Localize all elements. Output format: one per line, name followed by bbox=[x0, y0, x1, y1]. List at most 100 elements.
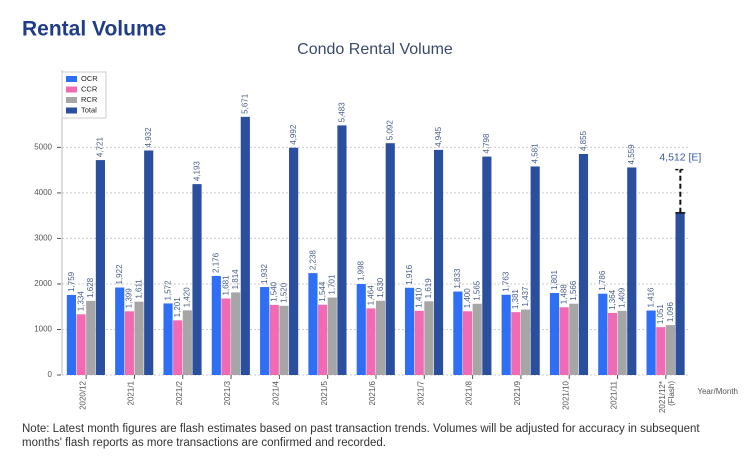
value-label: 5,092 bbox=[386, 120, 395, 141]
value-label: 1,801 bbox=[550, 269, 559, 290]
bar bbox=[163, 303, 173, 375]
value-label: 1,410 bbox=[415, 287, 424, 308]
value-label: 1,786 bbox=[598, 270, 607, 291]
bar bbox=[424, 301, 434, 375]
value-label: 1,520 bbox=[279, 282, 288, 303]
value-label: 1,916 bbox=[405, 264, 414, 285]
note: Note: Latest month figures are flash est… bbox=[22, 423, 700, 449]
value-label: 4,193 bbox=[192, 161, 201, 182]
legend-label: OCR bbox=[81, 74, 98, 83]
value-label: 2,238 bbox=[308, 250, 317, 271]
bar bbox=[308, 273, 318, 375]
x-tick-label: 2021/3 bbox=[223, 380, 232, 405]
bar bbox=[279, 305, 289, 375]
value-label: 1,628 bbox=[86, 277, 95, 298]
y-tick-label: 0 bbox=[48, 370, 53, 379]
bar bbox=[318, 304, 328, 375]
x-tick-label: 2021/7 bbox=[416, 380, 425, 405]
value-label: 1,566 bbox=[569, 280, 578, 301]
value-label: 1,488 bbox=[560, 284, 569, 305]
bar bbox=[95, 160, 105, 375]
value-label: 1,381 bbox=[511, 289, 520, 310]
bar bbox=[665, 325, 676, 375]
bar bbox=[269, 304, 279, 375]
x-tick-label: 2020/12 bbox=[78, 380, 87, 409]
y-tick-label: 5000 bbox=[34, 142, 52, 151]
x-tick-label: 2021/8 bbox=[465, 380, 474, 405]
legend-label: CCR bbox=[81, 84, 98, 93]
bar bbox=[134, 301, 144, 375]
x-tick-label: 2021/6 bbox=[368, 380, 377, 405]
bar bbox=[192, 184, 202, 375]
bar bbox=[578, 153, 589, 375]
value-label: 1,540 bbox=[270, 281, 279, 302]
bar bbox=[511, 312, 521, 375]
x-tick-label: 2021/4 bbox=[271, 380, 280, 405]
bar bbox=[530, 166, 540, 375]
value-label: 1,611 bbox=[134, 279, 143, 299]
bar bbox=[240, 116, 250, 376]
x-tick-label: 2021/2 bbox=[175, 380, 184, 405]
value-label: 1,619 bbox=[424, 278, 433, 299]
bar bbox=[173, 320, 183, 375]
value-label: 1,334 bbox=[76, 291, 85, 312]
value-label: 1,201 bbox=[173, 297, 182, 318]
bar bbox=[356, 284, 366, 375]
value-label: 1,416 bbox=[646, 287, 655, 308]
legend-label: Total bbox=[81, 105, 97, 114]
value-label: 1,051 bbox=[656, 304, 665, 325]
bar bbox=[66, 294, 76, 375]
value-label: 4,721 bbox=[96, 137, 105, 158]
bar bbox=[549, 293, 560, 375]
bar bbox=[404, 287, 415, 375]
value-label: 1,544 bbox=[318, 281, 327, 302]
x-tick-label: 2021/10 bbox=[561, 380, 570, 409]
value-label: 1,464 bbox=[366, 285, 375, 306]
value-label: 4,581 bbox=[531, 143, 540, 164]
bar bbox=[260, 287, 270, 375]
y-tick-label: 4000 bbox=[34, 188, 52, 197]
bar bbox=[482, 156, 492, 375]
bar bbox=[675, 212, 685, 375]
x-tick-label: 2021/11 bbox=[610, 380, 619, 409]
bar bbox=[221, 298, 231, 375]
value-label: 1,630 bbox=[376, 277, 385, 298]
value-label: 5,483 bbox=[337, 102, 346, 123]
bar bbox=[231, 292, 241, 375]
bar bbox=[520, 309, 531, 375]
legend-swatch bbox=[66, 97, 77, 103]
bar bbox=[327, 297, 337, 375]
note-box: Note: Latest month figures are flash est… bbox=[22, 423, 700, 449]
bar bbox=[472, 303, 482, 375]
bar bbox=[76, 314, 86, 375]
y-tick-label: 2000 bbox=[34, 279, 52, 288]
legend-swatch bbox=[66, 107, 77, 114]
value-label: 4,798 bbox=[482, 133, 491, 154]
bar bbox=[462, 311, 473, 375]
value-label: 1,833 bbox=[453, 268, 462, 289]
bar bbox=[211, 275, 221, 375]
bar bbox=[124, 311, 134, 375]
value-label: 1,572 bbox=[163, 280, 172, 301]
value-label: 1,399 bbox=[125, 288, 134, 309]
value-label: 1,437 bbox=[521, 286, 530, 307]
bar bbox=[289, 147, 299, 375]
page-title: Rental Volume bbox=[22, 18, 166, 41]
bar bbox=[385, 143, 395, 375]
estimate-label: 4,512 [E] bbox=[659, 151, 701, 163]
value-label: 1,096 bbox=[666, 302, 675, 323]
legend-swatch bbox=[66, 86, 77, 93]
x-tick-label: 2021/1 bbox=[127, 380, 136, 405]
value-label: 4,945 bbox=[434, 126, 443, 147]
value-label: 1,763 bbox=[502, 271, 511, 292]
value-label: 1,701 bbox=[328, 274, 337, 295]
value-label: 4,992 bbox=[289, 124, 298, 145]
value-label: 4,559 bbox=[627, 144, 636, 165]
x-tick-label: 2021/9 bbox=[513, 380, 522, 405]
value-label: 1,400 bbox=[463, 288, 472, 309]
bar bbox=[366, 308, 376, 375]
x-axis-label: Year/Month bbox=[697, 387, 738, 396]
value-label: 4,932 bbox=[144, 127, 153, 148]
y-tick-label: 3000 bbox=[34, 234, 52, 243]
